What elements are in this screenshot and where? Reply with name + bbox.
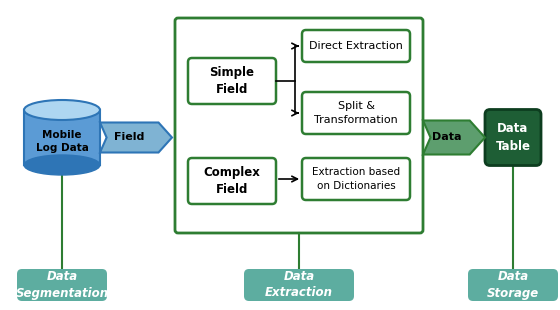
- Text: Field: Field: [114, 132, 144, 143]
- Text: Data
Segmentation: Data Segmentation: [16, 271, 109, 299]
- FancyBboxPatch shape: [244, 269, 354, 301]
- Ellipse shape: [24, 100, 100, 120]
- Text: Simple
Field: Simple Field: [209, 66, 254, 96]
- FancyBboxPatch shape: [468, 269, 558, 301]
- Polygon shape: [100, 122, 172, 153]
- Text: Data
Extraction: Data Extraction: [265, 271, 333, 299]
- Text: Mobile
Log Data: Mobile Log Data: [36, 130, 88, 153]
- FancyBboxPatch shape: [17, 269, 107, 301]
- FancyBboxPatch shape: [188, 58, 276, 104]
- Ellipse shape: [24, 155, 100, 175]
- Text: Data
Table: Data Table: [496, 122, 530, 153]
- Text: Data: Data: [432, 132, 461, 143]
- Text: Direct Extraction: Direct Extraction: [309, 41, 403, 51]
- FancyBboxPatch shape: [302, 92, 410, 134]
- Text: Extraction based
on Dictionaries: Extraction based on Dictionaries: [312, 167, 400, 191]
- FancyBboxPatch shape: [485, 109, 541, 166]
- FancyBboxPatch shape: [302, 158, 410, 200]
- Polygon shape: [423, 121, 485, 154]
- Text: Data
Storage: Data Storage: [487, 271, 539, 299]
- FancyBboxPatch shape: [188, 158, 276, 204]
- Text: Complex
Field: Complex Field: [204, 166, 260, 196]
- FancyBboxPatch shape: [24, 110, 100, 165]
- Text: Split &
Transformation: Split & Transformation: [314, 101, 398, 125]
- FancyBboxPatch shape: [175, 18, 423, 233]
- FancyBboxPatch shape: [302, 30, 410, 62]
